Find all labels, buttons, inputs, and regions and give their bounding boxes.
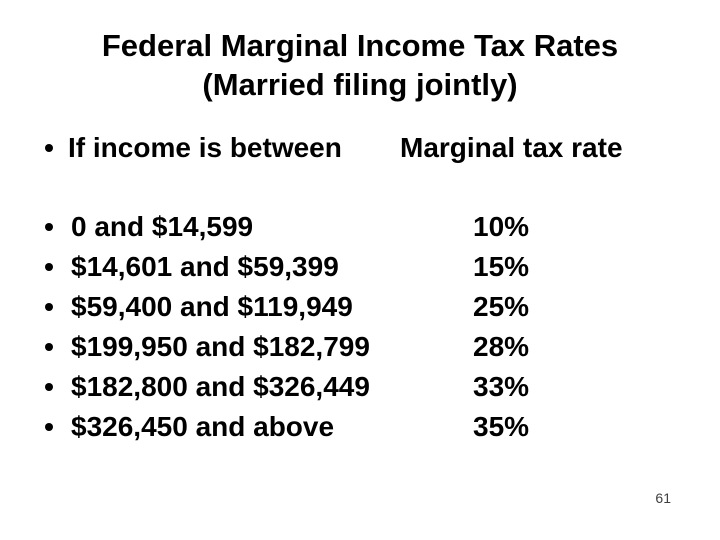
- income-range-value: $199,950 and $182,799: [71, 331, 370, 362]
- tax-rate-value: 35%: [473, 411, 530, 442]
- page-number: 61: [655, 490, 671, 506]
- table-header-row: If income is between Marginal tax rate: [0, 128, 720, 168]
- table-row: $182,800 and $326,449 33%: [0, 367, 720, 407]
- header-marginal-rate-label: Marginal tax rate: [400, 132, 623, 163]
- bullet-icon: [45, 303, 53, 311]
- header-income-range-label: If income is between: [68, 132, 342, 163]
- income-range-value: $182,800 and $326,449: [71, 371, 370, 402]
- table-row: 0 and $14,599 10%: [0, 207, 720, 247]
- income-range-value: 0 and $14,599: [71, 211, 254, 242]
- slide-title: Federal Marginal Income Tax Rates (Marri…: [0, 26, 720, 104]
- table-row: $326,450 and above 35%: [0, 407, 720, 447]
- bullet-icon: [45, 343, 53, 351]
- bullet-icon: [45, 223, 53, 231]
- tax-rate-value: 10%: [473, 211, 530, 242]
- bullet-icon: [45, 263, 53, 271]
- table-row: $14,601 and $59,399 15%: [0, 247, 720, 287]
- table-row: $59,400 and $119,949 25%: [0, 287, 720, 327]
- tax-rate-value: 33%: [473, 371, 530, 402]
- slide-title-line1: Federal Marginal Income Tax Rates: [101, 28, 619, 63]
- slide-title-line2: (Married filing jointly): [202, 67, 518, 102]
- tax-rate-value: 28%: [473, 331, 530, 362]
- bullet-icon: [45, 383, 53, 391]
- table-row: $199,950 and $182,799 28%: [0, 327, 720, 367]
- tax-rate-value: 15%: [473, 251, 530, 282]
- bullet-icon: [45, 423, 53, 431]
- income-range-value: $14,601 and $59,399: [71, 251, 339, 282]
- tax-rate-value: 25%: [473, 291, 530, 322]
- income-range-value: $326,450 and above: [71, 411, 335, 442]
- income-range-value: $59,400 and $119,949: [71, 291, 353, 322]
- bullet-icon: [45, 144, 53, 152]
